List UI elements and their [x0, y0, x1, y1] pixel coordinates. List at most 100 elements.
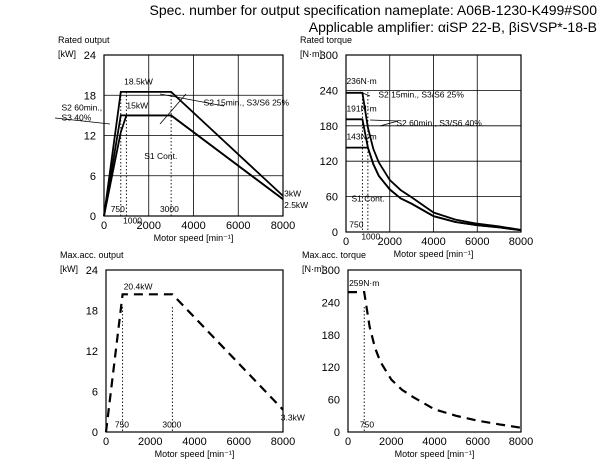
chart-title: Rated output — [58, 35, 110, 45]
rated-output-chart: 0 2000 4000 6000 8000 0 6 12 18 24 Rated output [kW… — [58, 35, 308, 243]
y-unit-label: [kW] — [60, 264, 78, 274]
annotation-label: 2.5kW — [284, 200, 308, 210]
series-line-1 — [348, 291, 522, 429]
spec-number-line: Spec. number for output specification na… — [149, 2, 597, 18]
x-tick-label: 8000 — [271, 436, 295, 448]
x-axis-label: Motor speed [min⁻¹] — [154, 233, 234, 243]
leader-line — [159, 93, 225, 107]
x-axis-label: Motor speed [min⁻¹] — [394, 249, 474, 259]
x-tick-label: 2000 — [138, 436, 162, 448]
series-line-3 — [103, 114, 284, 217]
y-tick-label: 120 — [322, 362, 340, 374]
x-tick-label: 0 — [101, 220, 107, 232]
x-tick-label: 8000 — [509, 436, 533, 448]
annotation-label: 20.4kW — [124, 282, 153, 292]
x-tick-label: 0 — [343, 236, 349, 248]
x-tick-label: 4000 — [421, 236, 445, 248]
annotation-label: 259N·m — [349, 278, 379, 288]
y-tick-label: 0 — [332, 227, 338, 239]
x-tick-label: 4000 — [182, 436, 206, 448]
annotation-label: 15kW — [126, 101, 148, 111]
x-tick-label: 8000 — [271, 220, 295, 232]
series-line-1 — [104, 293, 284, 433]
y-tick-label: 180 — [322, 330, 340, 342]
annotation-label: 1000 — [123, 215, 142, 225]
annotation-label: 750 — [349, 219, 363, 229]
annotation-label: 191N·m — [346, 104, 376, 114]
y-tick-label: 120 — [320, 156, 338, 168]
y-tick-label: 240 — [322, 297, 340, 309]
x-tick-label: 0 — [103, 436, 109, 448]
series-line-1 — [346, 91, 522, 231]
y-tick-label: 6 — [90, 171, 96, 183]
y-tick-label: 0 — [334, 427, 340, 439]
y-tick-label: 12 — [84, 131, 96, 143]
annotation-label: S2 15min., S3/S6 25% — [378, 89, 464, 99]
x-tick-label: 4000 — [422, 436, 446, 448]
chart-title: Rated torque — [300, 35, 352, 45]
annotation-label: 3000 — [160, 204, 179, 214]
x-tick-label: 6000 — [226, 220, 250, 232]
annotation-label: 750 — [360, 420, 374, 430]
annotation-label: 236N·m — [346, 76, 376, 86]
y-unit-label: [kW] — [58, 49, 76, 59]
y-tick-label: 180 — [320, 121, 338, 133]
rated-torque-chart: 0 2000 4000 6000 8000 0 60 120 180 240 300 Rated to… — [300, 35, 533, 259]
x-axis-label: Motor speed [min⁻¹] — [155, 449, 235, 459]
series-line-1 — [103, 91, 284, 217]
annotation-label: S2 60min., S3/S6 40% — [396, 118, 482, 128]
x-tick-label: 2000 — [378, 236, 402, 248]
series-line-3 — [346, 146, 522, 232]
plot-frame — [345, 54, 522, 233]
annotation-label: 1000 — [361, 232, 380, 242]
y-tick-label: 60 — [328, 395, 340, 407]
annotation-label: 750 — [111, 204, 125, 214]
annotation-label: 18.5kW — [124, 77, 153, 87]
y-tick-label: 0 — [90, 211, 96, 223]
x-tick-label: 4000 — [181, 220, 205, 232]
y-tick-label: 18 — [86, 306, 98, 318]
leader-line — [369, 119, 399, 122]
y-tick-label: 24 — [84, 50, 96, 62]
plot-frame — [103, 54, 284, 217]
y-tick-label: 300 — [320, 50, 338, 62]
header: Spec. number for output specification na… — [149, 2, 597, 36]
x-tick-label: 6000 — [227, 436, 251, 448]
leader-line — [379, 120, 399, 127]
x-axis-label: Motor speed [min⁻¹] — [395, 449, 475, 459]
y-tick-label: 24 — [86, 265, 98, 277]
chart-title: Max.acc. torque — [302, 250, 366, 260]
max-acc-output-chart: 0 2000 4000 6000 8000 0 6 12 18 24 Max.acc. output… — [60, 250, 305, 459]
leader-line — [54, 117, 111, 125]
leader-line — [365, 134, 373, 141]
max-acc-torque-chart: 0 2000 4000 6000 8000 0 60 120 180 240 300 Max.acc.… — [302, 250, 533, 459]
annotation-label: 750 — [115, 419, 129, 429]
y-tick-label: 6 — [92, 387, 98, 399]
annotation-label: S1 Cont. — [144, 151, 177, 161]
x-tick-label: 2000 — [379, 436, 403, 448]
x-tick-label: 8000 — [509, 236, 533, 248]
annotation-label: S1 Cont. — [351, 193, 384, 203]
chart-title: Max.acc. output — [60, 250, 124, 260]
annotation-label: S2 15min., S3/S6 25% — [204, 97, 290, 107]
y-tick-label: 12 — [86, 346, 98, 358]
y-unit-label: [N·m] — [300, 49, 322, 59]
y-tick-label: 300 — [322, 265, 340, 277]
leader-line — [159, 93, 187, 125]
x-tick-label: 0 — [345, 436, 351, 448]
annotation-label: 143N·m — [346, 131, 376, 141]
y-tick-label: 240 — [320, 85, 338, 97]
x-tick-label: 6000 — [466, 436, 490, 448]
x-tick-label: 6000 — [465, 236, 489, 248]
plot-frame — [105, 269, 284, 433]
leader-line — [359, 91, 371, 97]
applicable-amplifier-line: Applicable amplifier: αiSP 22-B, βiSVSP*… — [308, 19, 597, 35]
y-unit-label: [N·m] — [302, 264, 324, 274]
plot-frame — [347, 269, 522, 433]
y-tick-label: 18 — [84, 90, 96, 102]
x-tick-label: 2000 — [137, 220, 161, 232]
y-tick-label: 0 — [92, 427, 98, 439]
annotation-label: S2 60min., — [61, 103, 102, 113]
annotation-label: S3 40% — [61, 113, 91, 123]
